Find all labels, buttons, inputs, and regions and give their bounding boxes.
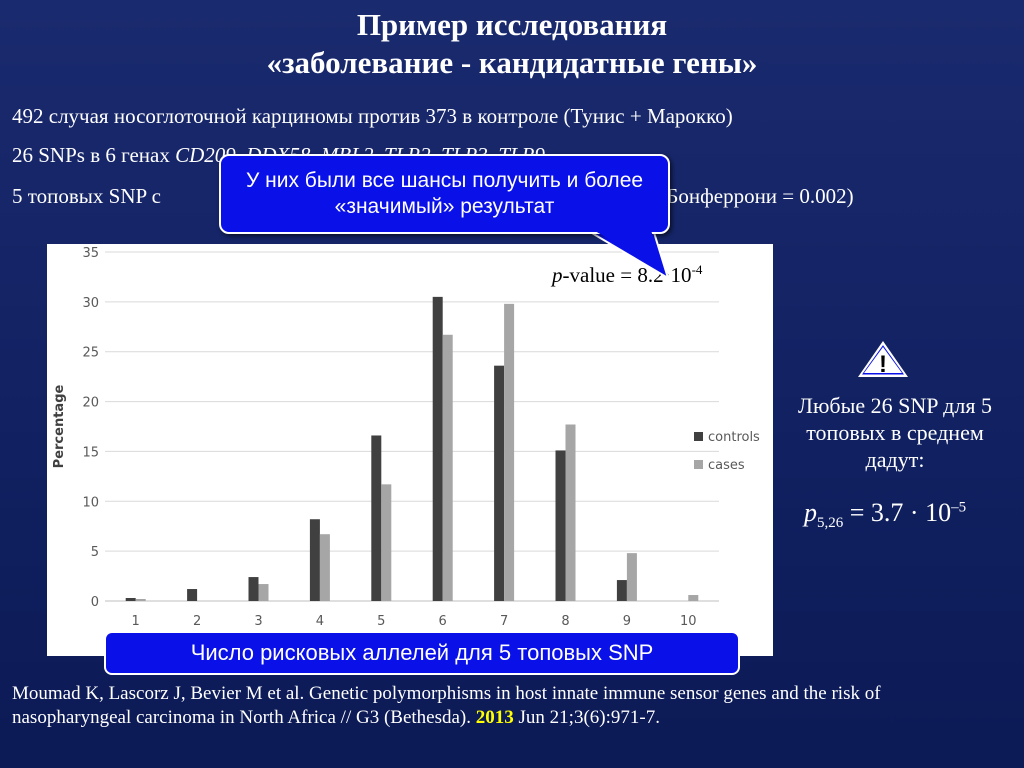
bar-cases bbox=[688, 595, 699, 601]
y-tick-label: 15 bbox=[82, 445, 99, 460]
reference-citation: Moumad K, Lascorz J, Bevier M et al. Gen… bbox=[12, 682, 1002, 730]
study-description: 492 случая носоглоточной карциномы проти… bbox=[12, 104, 733, 128]
bar-cases bbox=[565, 424, 576, 601]
formula-body: = 3.7 · 10 bbox=[843, 498, 952, 527]
slide-title: Пример исследования «заболевание - канди… bbox=[0, 6, 1024, 82]
pvalue-p: p bbox=[552, 263, 563, 287]
x-tick-label: 6 bbox=[439, 614, 447, 629]
bar-cases bbox=[442, 334, 453, 601]
y-tick-label: 5 bbox=[91, 545, 99, 560]
formula-subscript: 5,26 bbox=[817, 515, 844, 532]
expected-pvalue-formula: p5,26 = 3.7 · 10–5 bbox=[804, 498, 966, 532]
bar-controls bbox=[125, 598, 136, 601]
warning-triangle-icon: ! bbox=[858, 341, 908, 378]
bar-cases bbox=[258, 584, 269, 601]
legend-swatch bbox=[694, 432, 703, 441]
formula-p: p bbox=[804, 498, 817, 527]
bar-controls bbox=[555, 450, 566, 601]
y-tick-label: 25 bbox=[82, 346, 99, 361]
pvalue-text: -value = 8.2·10 bbox=[562, 263, 692, 287]
y-tick-label: 0 bbox=[91, 595, 99, 610]
ref-text-end: Jun 21;3(6):971-7. bbox=[513, 707, 660, 728]
side-note: Любые 26 SNP для 5 топовых в среднем дад… bbox=[798, 393, 992, 472]
bar-cases bbox=[626, 553, 637, 601]
x-tick-label: 1 bbox=[132, 614, 140, 629]
x-axis-caption: Число рисковых аллелей для 5 топовых SNP bbox=[104, 631, 740, 675]
pvalue-label: p-value = 8.2·10-4 bbox=[552, 262, 702, 288]
legend-label: cases bbox=[708, 458, 745, 473]
bar-controls bbox=[371, 435, 382, 601]
bar-cases bbox=[381, 484, 392, 601]
callout-box: У них были все шансы получить и более «з… bbox=[219, 154, 670, 234]
formula-exponent: –5 bbox=[951, 499, 967, 516]
histogram-chart: 0 5 10 15 20 25 30 35 1 2 3 4 5 6 7 8 9 10 Percentage contr… bbox=[47, 244, 773, 656]
x-tick-label: 2 bbox=[193, 614, 201, 629]
y-tick-label: 10 bbox=[82, 495, 99, 510]
bar-controls bbox=[248, 577, 259, 601]
y-axis-label: Percentage bbox=[52, 385, 67, 469]
title-line-1: Пример исследования bbox=[356, 7, 668, 42]
x-tick-label: 10 bbox=[680, 614, 697, 629]
chart-svg: 0 5 10 15 20 25 30 35 1 2 3 4 5 6 7 8 9 10 Percentage contr… bbox=[52, 246, 760, 629]
title-line-2: «заболевание - кандидатные гены» bbox=[266, 45, 758, 80]
bar-cases bbox=[504, 303, 515, 601]
svg-text:!: ! bbox=[879, 351, 887, 378]
x-tick-label: 3 bbox=[254, 614, 262, 629]
y-tick-label: 20 bbox=[82, 396, 99, 411]
bar-controls bbox=[494, 365, 505, 601]
pvalue-exponent: -4 bbox=[691, 262, 703, 277]
legend-label: controls bbox=[708, 430, 760, 445]
x-tick-label: 8 bbox=[561, 614, 569, 629]
y-tick-label: 35 bbox=[82, 246, 99, 261]
snps-prefix: 26 SNPs в 6 генах bbox=[12, 143, 170, 167]
bar-cases bbox=[135, 599, 146, 601]
bar-controls bbox=[432, 296, 443, 601]
y-tick-label: 30 bbox=[82, 296, 99, 311]
bar-controls bbox=[187, 589, 198, 601]
x-tick-label: 7 bbox=[500, 614, 508, 629]
x-tick-label: 9 bbox=[623, 614, 631, 629]
x-tick-label: 5 bbox=[377, 614, 385, 629]
legend-swatch bbox=[694, 460, 703, 469]
bar-controls bbox=[616, 580, 627, 601]
x-tick-label: 4 bbox=[316, 614, 324, 629]
bar-cases bbox=[319, 534, 330, 601]
bar-controls bbox=[309, 519, 320, 601]
ref-text: Moumad K, Lascorz J, Bevier M et al. Gen… bbox=[12, 683, 881, 728]
top-snp-prefix: 5 топовых SNP с bbox=[12, 184, 161, 208]
ref-year: 2013 bbox=[475, 707, 514, 728]
